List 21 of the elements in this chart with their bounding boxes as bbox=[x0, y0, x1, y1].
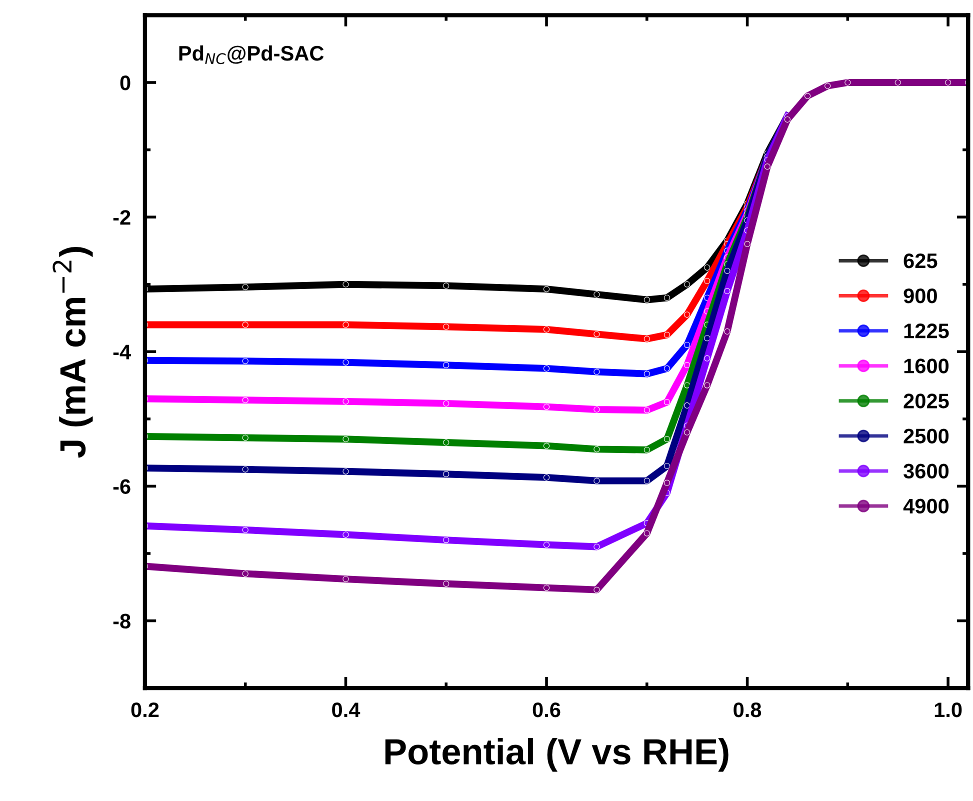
legend-label: 900 bbox=[904, 288, 937, 304]
legend-label: 625 bbox=[904, 253, 938, 268]
y-tick-label: -6 bbox=[113, 479, 130, 494]
legend-label: 2500 bbox=[904, 428, 949, 444]
y-tick-label: -8 bbox=[113, 614, 130, 629]
legend-label: 4900 bbox=[903, 498, 949, 514]
x-tick-label: 0.2 bbox=[131, 702, 159, 718]
annotation: Pd$_{NC}$@Pd-SAC bbox=[179, 45, 324, 64]
x-tick-label: 0.6 bbox=[532, 702, 560, 718]
y-tick-label: -4 bbox=[113, 344, 131, 360]
legend-label: 1600 bbox=[904, 358, 949, 374]
legend-label: 2025 bbox=[904, 394, 949, 408]
legend-label: 1225 bbox=[904, 324, 949, 338]
legend-label: 3600 bbox=[904, 464, 949, 479]
x-tick-label: 0.4 bbox=[332, 702, 360, 718]
y-tick-label: 0 bbox=[120, 76, 130, 90]
y-axis-title: J (mA cm$^{−2}$) bbox=[52, 246, 93, 458]
y-tick-label: -2 bbox=[113, 210, 130, 225]
x-tick-label: 1.0 bbox=[934, 702, 962, 718]
x-tick-label: 0.8 bbox=[734, 702, 762, 718]
x-axis-title: Potential (V vs RHE) bbox=[385, 738, 728, 772]
